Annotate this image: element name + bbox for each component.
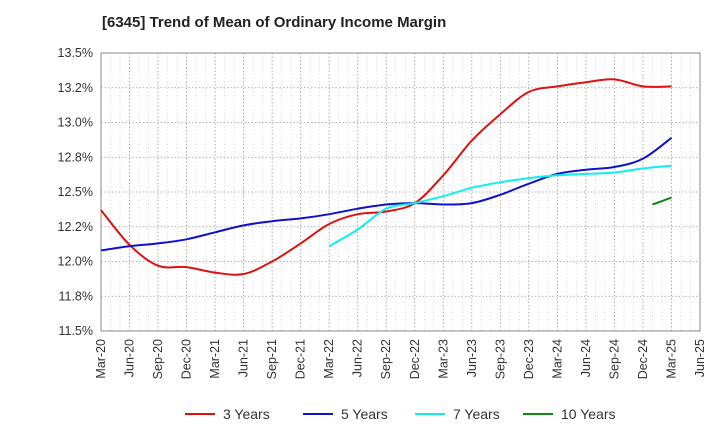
x-tick-label: Jun-23 — [465, 339, 479, 377]
y-tick-label: 13.0% — [58, 116, 93, 130]
x-tick-label: Mar-22 — [322, 339, 336, 379]
y-tick-label: 11.5% — [58, 324, 93, 338]
x-tick-label: Jun-21 — [237, 339, 251, 377]
x-tick-label: Sep-20 — [151, 339, 165, 379]
y-tick-label: 11.8% — [58, 289, 93, 303]
x-tick-label: Sep-21 — [265, 339, 279, 379]
x-tick-label: Dec-23 — [522, 339, 536, 379]
series-line-7-years — [328, 164, 672, 248]
x-tick-label: Jun-22 — [351, 339, 365, 377]
x-tick-label: Jun-24 — [579, 339, 593, 377]
y-tick-label: 13.5% — [58, 46, 93, 60]
chart-title: [6345] Trend of Mean of Ordinary Income … — [102, 14, 447, 31]
y-tick-label: 12.2% — [58, 220, 93, 234]
x-tick-label: Sep-23 — [493, 339, 507, 379]
y-tick-label: 13.2% — [58, 81, 93, 95]
x-tick-label: Dec-24 — [636, 339, 650, 379]
plot-area — [101, 53, 700, 331]
legend-label-3-years: 3 Years — [223, 406, 270, 422]
x-tick-label: Mar-21 — [208, 339, 222, 379]
x-tick-label: Mar-20 — [94, 339, 108, 379]
x-tick-label: Sep-24 — [607, 339, 621, 379]
plot-border — [100, 52, 701, 332]
x-tick-label: Dec-20 — [180, 339, 194, 379]
x-tick-label: Jun-25 — [693, 339, 707, 377]
series-line-5-years — [100, 136, 673, 252]
y-tick-label: 12.8% — [58, 150, 93, 164]
legend-label-5-years: 5 Years — [341, 406, 388, 422]
x-tick-label: Mar-25 — [664, 339, 678, 379]
x-tick-label: Mar-23 — [436, 339, 450, 379]
legend-label-7-years: 7 Years — [453, 406, 500, 422]
x-tick-label: Jun-20 — [123, 339, 137, 377]
x-tick-label: Dec-21 — [294, 339, 308, 379]
x-tick-label: Sep-22 — [379, 339, 393, 379]
x-tick-label: Mar-24 — [550, 339, 564, 379]
series-line-10-years — [652, 196, 672, 206]
x-tick-label: Dec-22 — [408, 339, 422, 379]
y-tick-label: 12.5% — [58, 185, 93, 199]
series-line-3-years — [100, 78, 672, 276]
legend-label-10-years: 10 Years — [561, 406, 616, 422]
y-tick-label: 12.0% — [58, 255, 93, 269]
